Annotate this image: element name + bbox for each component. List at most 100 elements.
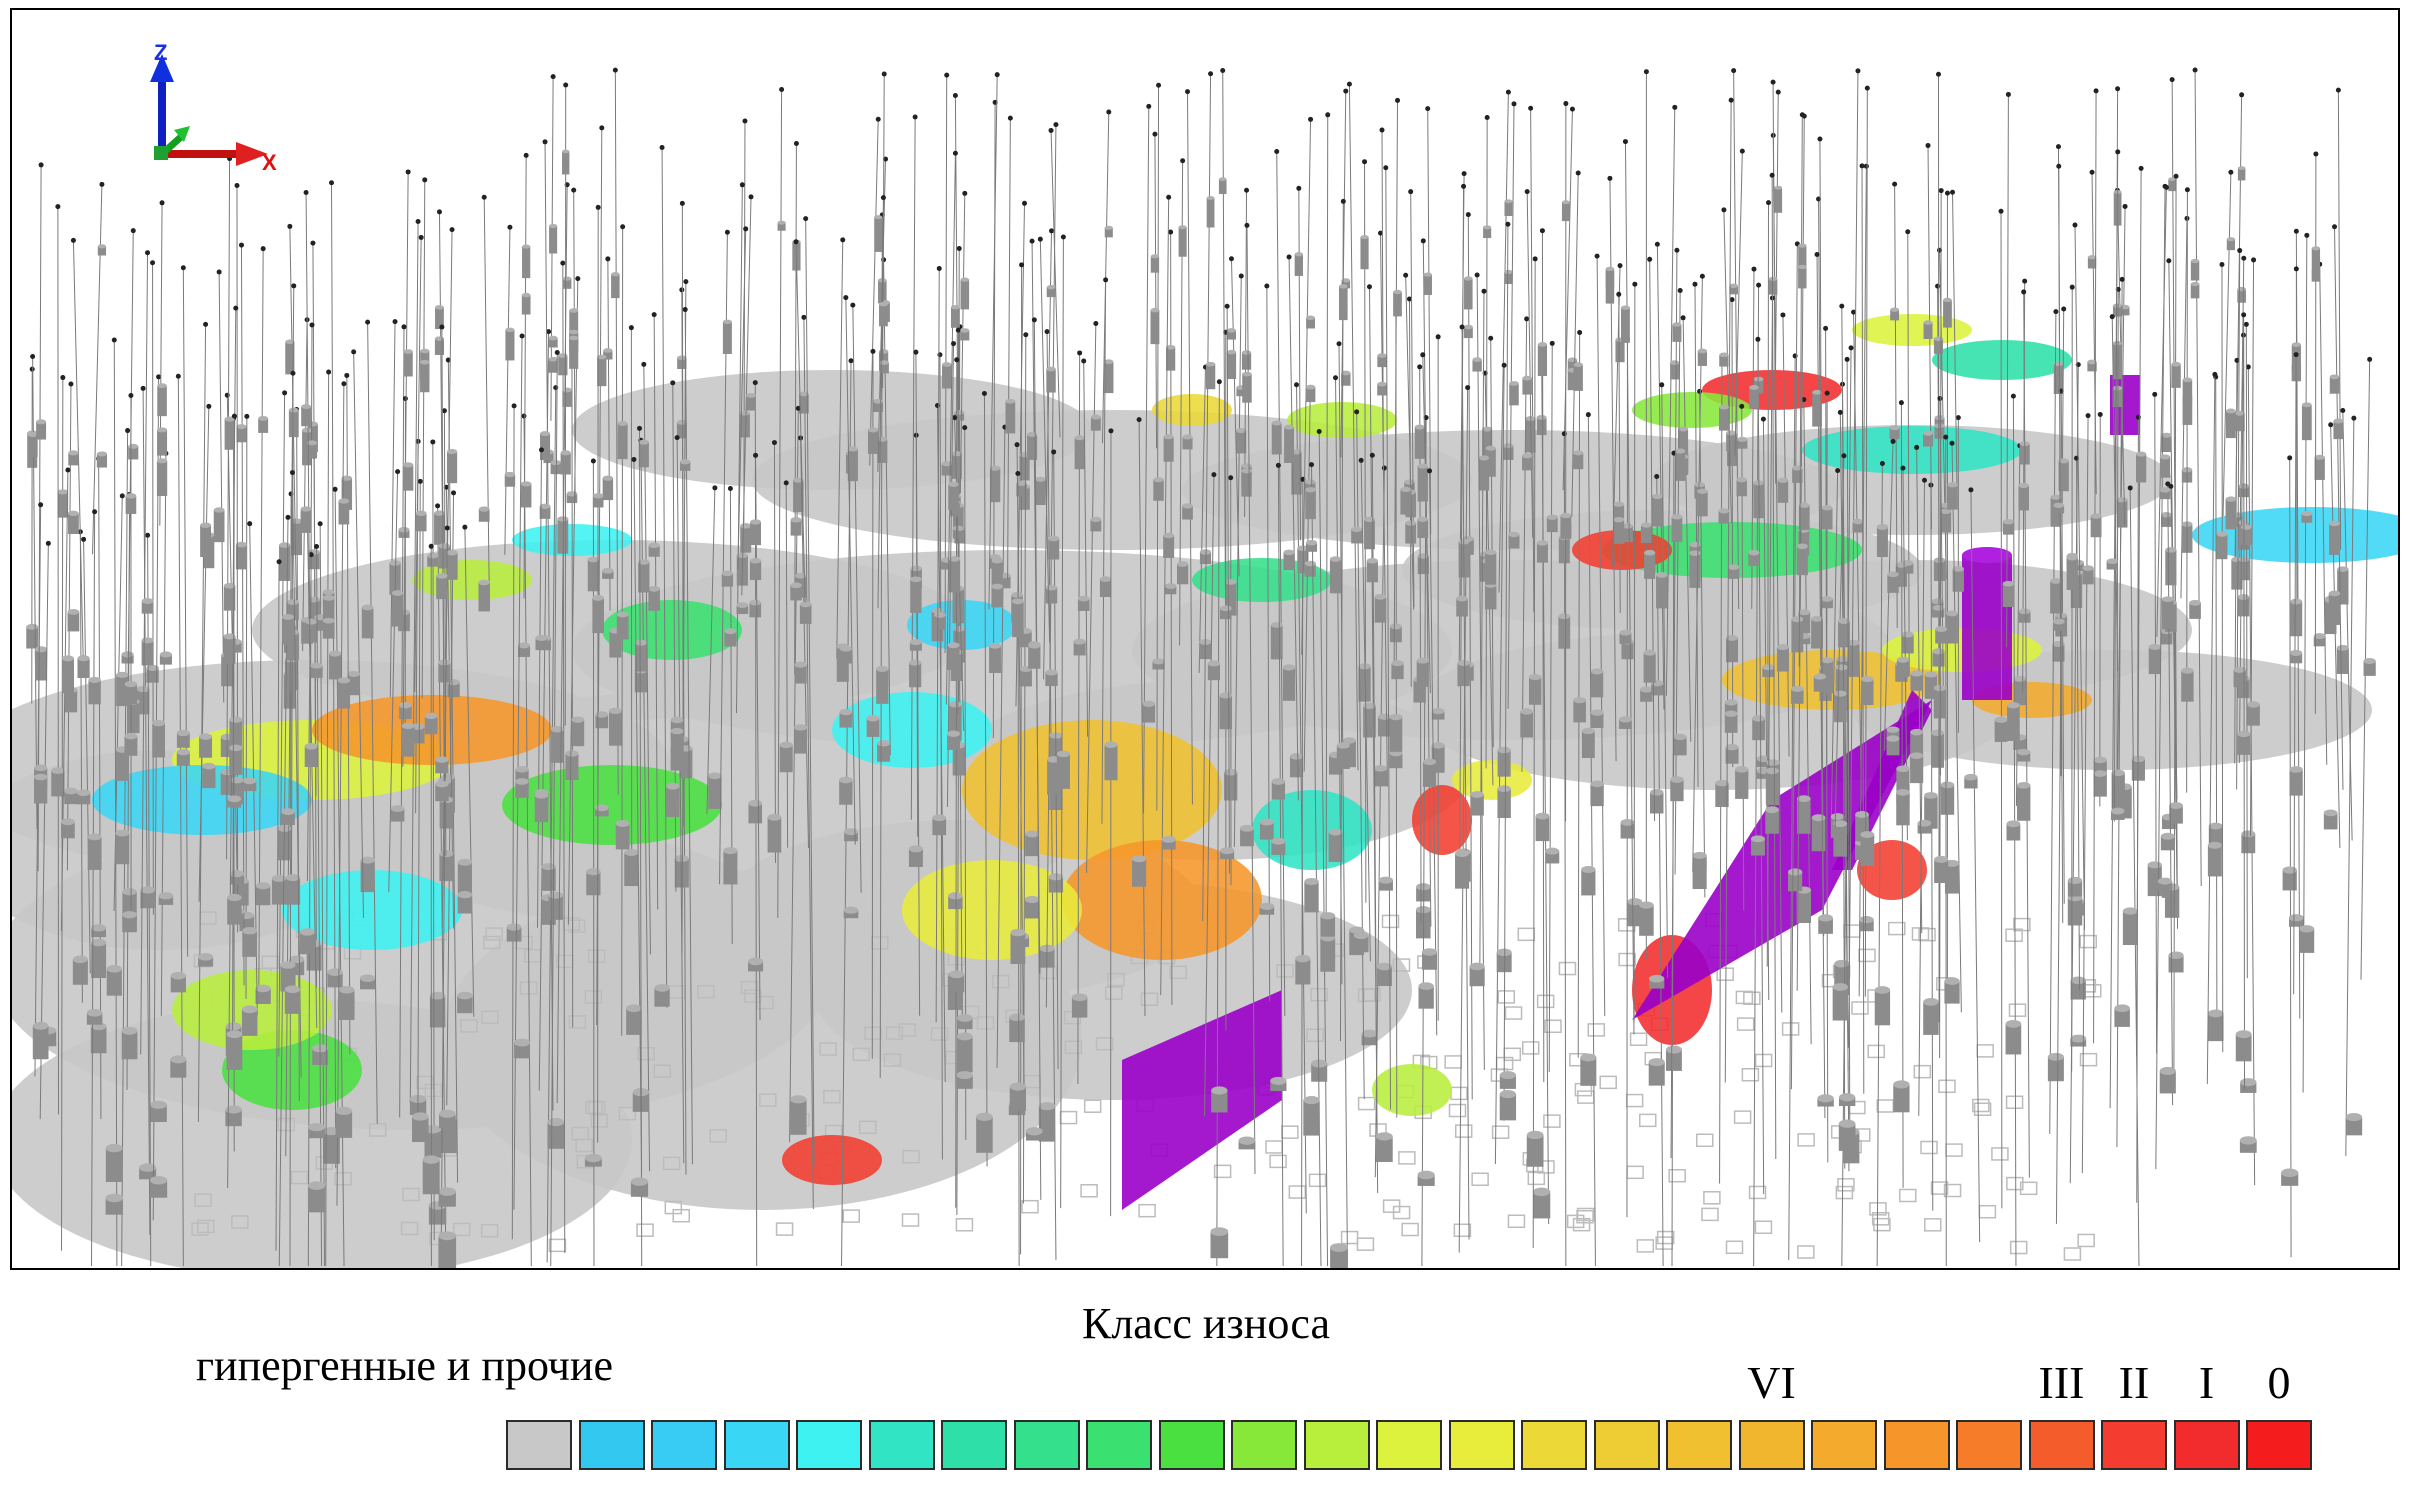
borehole-cylinder-top	[420, 359, 430, 365]
borehole-top	[2069, 284, 2075, 290]
borehole-top	[1944, 190, 1950, 196]
borehole-cylinder-top	[347, 670, 360, 678]
borehole-cylinder	[1796, 546, 1808, 576]
borehole-cylinder	[1240, 828, 1254, 847]
borehole-cylinder-top	[2112, 341, 2122, 346]
borehole-cylinder-top	[520, 481, 532, 487]
grid-cell	[1083, 1099, 1102, 1113]
borehole-cylinder	[1910, 755, 1924, 784]
borehole	[1790, 243, 1798, 1090]
borehole-top	[1238, 273, 1244, 279]
borehole	[1682, 317, 1692, 742]
borehole-top	[952, 92, 958, 98]
borehole-cylinder	[1536, 542, 1548, 563]
borehole-cylinder	[2164, 886, 2180, 918]
borehole-cylinder-top	[989, 642, 1002, 649]
borehole-cylinder	[67, 611, 80, 632]
borehole	[1563, 433, 1567, 1267]
borehole	[869, 119, 879, 466]
borehole-cylinder-top	[1924, 671, 1938, 678]
borehole-cylinder	[793, 480, 804, 512]
borehole-cylinder	[749, 560, 762, 581]
borehole-top	[289, 470, 295, 476]
axis-gizmo[interactable]: Z X	[140, 38, 310, 188]
borehole-cylinder	[1860, 834, 1875, 866]
borehole-top	[1780, 312, 1786, 318]
borehole	[306, 554, 312, 881]
borehole-cylinder-top	[1724, 710, 1738, 717]
borehole-cylinder	[1291, 451, 1302, 485]
borehole-cylinder-top	[1573, 362, 1583, 367]
borehole-cylinder	[989, 645, 1002, 673]
borehole-cylinder-top	[1896, 656, 1910, 663]
borehole-cylinder	[438, 1235, 457, 1268]
borehole-top	[150, 260, 156, 266]
borehole-cylinder	[1071, 997, 1088, 1018]
borehole-cylinder	[2241, 833, 2256, 854]
grid-cell	[976, 1016, 995, 1030]
borehole-cylinder	[306, 442, 318, 459]
borehole-cylinder	[1796, 890, 1812, 923]
borehole-cylinder	[1838, 621, 1850, 648]
borehole-cylinder-top	[934, 611, 946, 618]
borehole-cylinder-top	[2002, 518, 2014, 525]
grid-cell	[1938, 1079, 1956, 1094]
borehole-cylinder	[411, 726, 425, 744]
borehole-cylinder	[1573, 364, 1583, 391]
borehole-top	[599, 125, 605, 131]
grid-cell	[637, 1046, 655, 1061]
borehole	[1138, 419, 1146, 1017]
borehole-cylinder-top	[36, 419, 47, 425]
borehole-cylinder	[1019, 668, 1032, 687]
borehole-cylinder-top	[1644, 549, 1656, 556]
borehole-top	[1211, 472, 1217, 478]
borehole-top	[309, 322, 315, 328]
borehole	[1767, 202, 1770, 872]
borehole-cylinder	[1351, 529, 1363, 544]
grid-cell	[194, 1193, 212, 1207]
borehole-cylinder	[1650, 792, 1664, 814]
3d-viewport[interactable]: Z X	[10, 8, 2400, 1270]
borehole-cylinder	[1464, 278, 1473, 310]
borehole-cylinder	[1522, 455, 1533, 471]
borehole-cylinder-top	[227, 795, 242, 803]
borehole-cylinder	[438, 1113, 456, 1129]
borehole-cylinder-top	[1211, 1086, 1228, 1095]
borehole-top	[1420, 238, 1426, 244]
borehole-cylinder	[141, 640, 154, 666]
borehole-cylinder-top	[2235, 1030, 2252, 1039]
borehole-cylinder-top	[415, 510, 427, 517]
borehole-top	[314, 543, 320, 549]
borehole-top	[2241, 255, 2247, 261]
borehole-cylinder	[202, 766, 216, 787]
borehole-top	[1680, 315, 1686, 321]
borehole-top	[1275, 462, 1281, 468]
borehole-top	[2115, 149, 2121, 155]
borehole-cylinder	[1923, 1001, 1939, 1035]
grid-cell	[1080, 1184, 1098, 1198]
borehole-cylinder	[284, 659, 298, 691]
borehole-cylinder-top	[150, 1100, 167, 1109]
borehole	[1303, 394, 1311, 772]
borehole-cylinder-top	[1817, 1094, 1834, 1103]
borehole-cylinder	[1104, 361, 1114, 394]
borehole-top	[2138, 165, 2144, 171]
borehole-cylinder-top	[1729, 283, 1738, 288]
borehole-cylinder	[1027, 434, 1038, 460]
borehole-cylinder	[1376, 966, 1392, 987]
grid-cell	[1972, 1098, 1990, 1113]
borehole-cylinder-top	[550, 726, 564, 733]
borehole-cylinder-top	[1142, 700, 1156, 707]
borehole-cylinder-top	[1776, 644, 1789, 651]
borehole-cylinder-top	[2013, 675, 2027, 682]
borehole-cylinder-top	[337, 677, 351, 684]
borehole-top	[631, 457, 637, 463]
borehole-top	[1775, 89, 1781, 95]
borehole-cylinder-top	[2240, 524, 2252, 530]
grid-cell	[618, 1106, 637, 1121]
borehole-cylinder	[1536, 417, 1547, 436]
legend-class-mark: 0	[2267, 1357, 2291, 1408]
borehole-cylinder	[1821, 598, 1833, 609]
borehole-cylinder	[1199, 552, 1212, 565]
borehole-cylinder-top	[225, 1022, 242, 1031]
